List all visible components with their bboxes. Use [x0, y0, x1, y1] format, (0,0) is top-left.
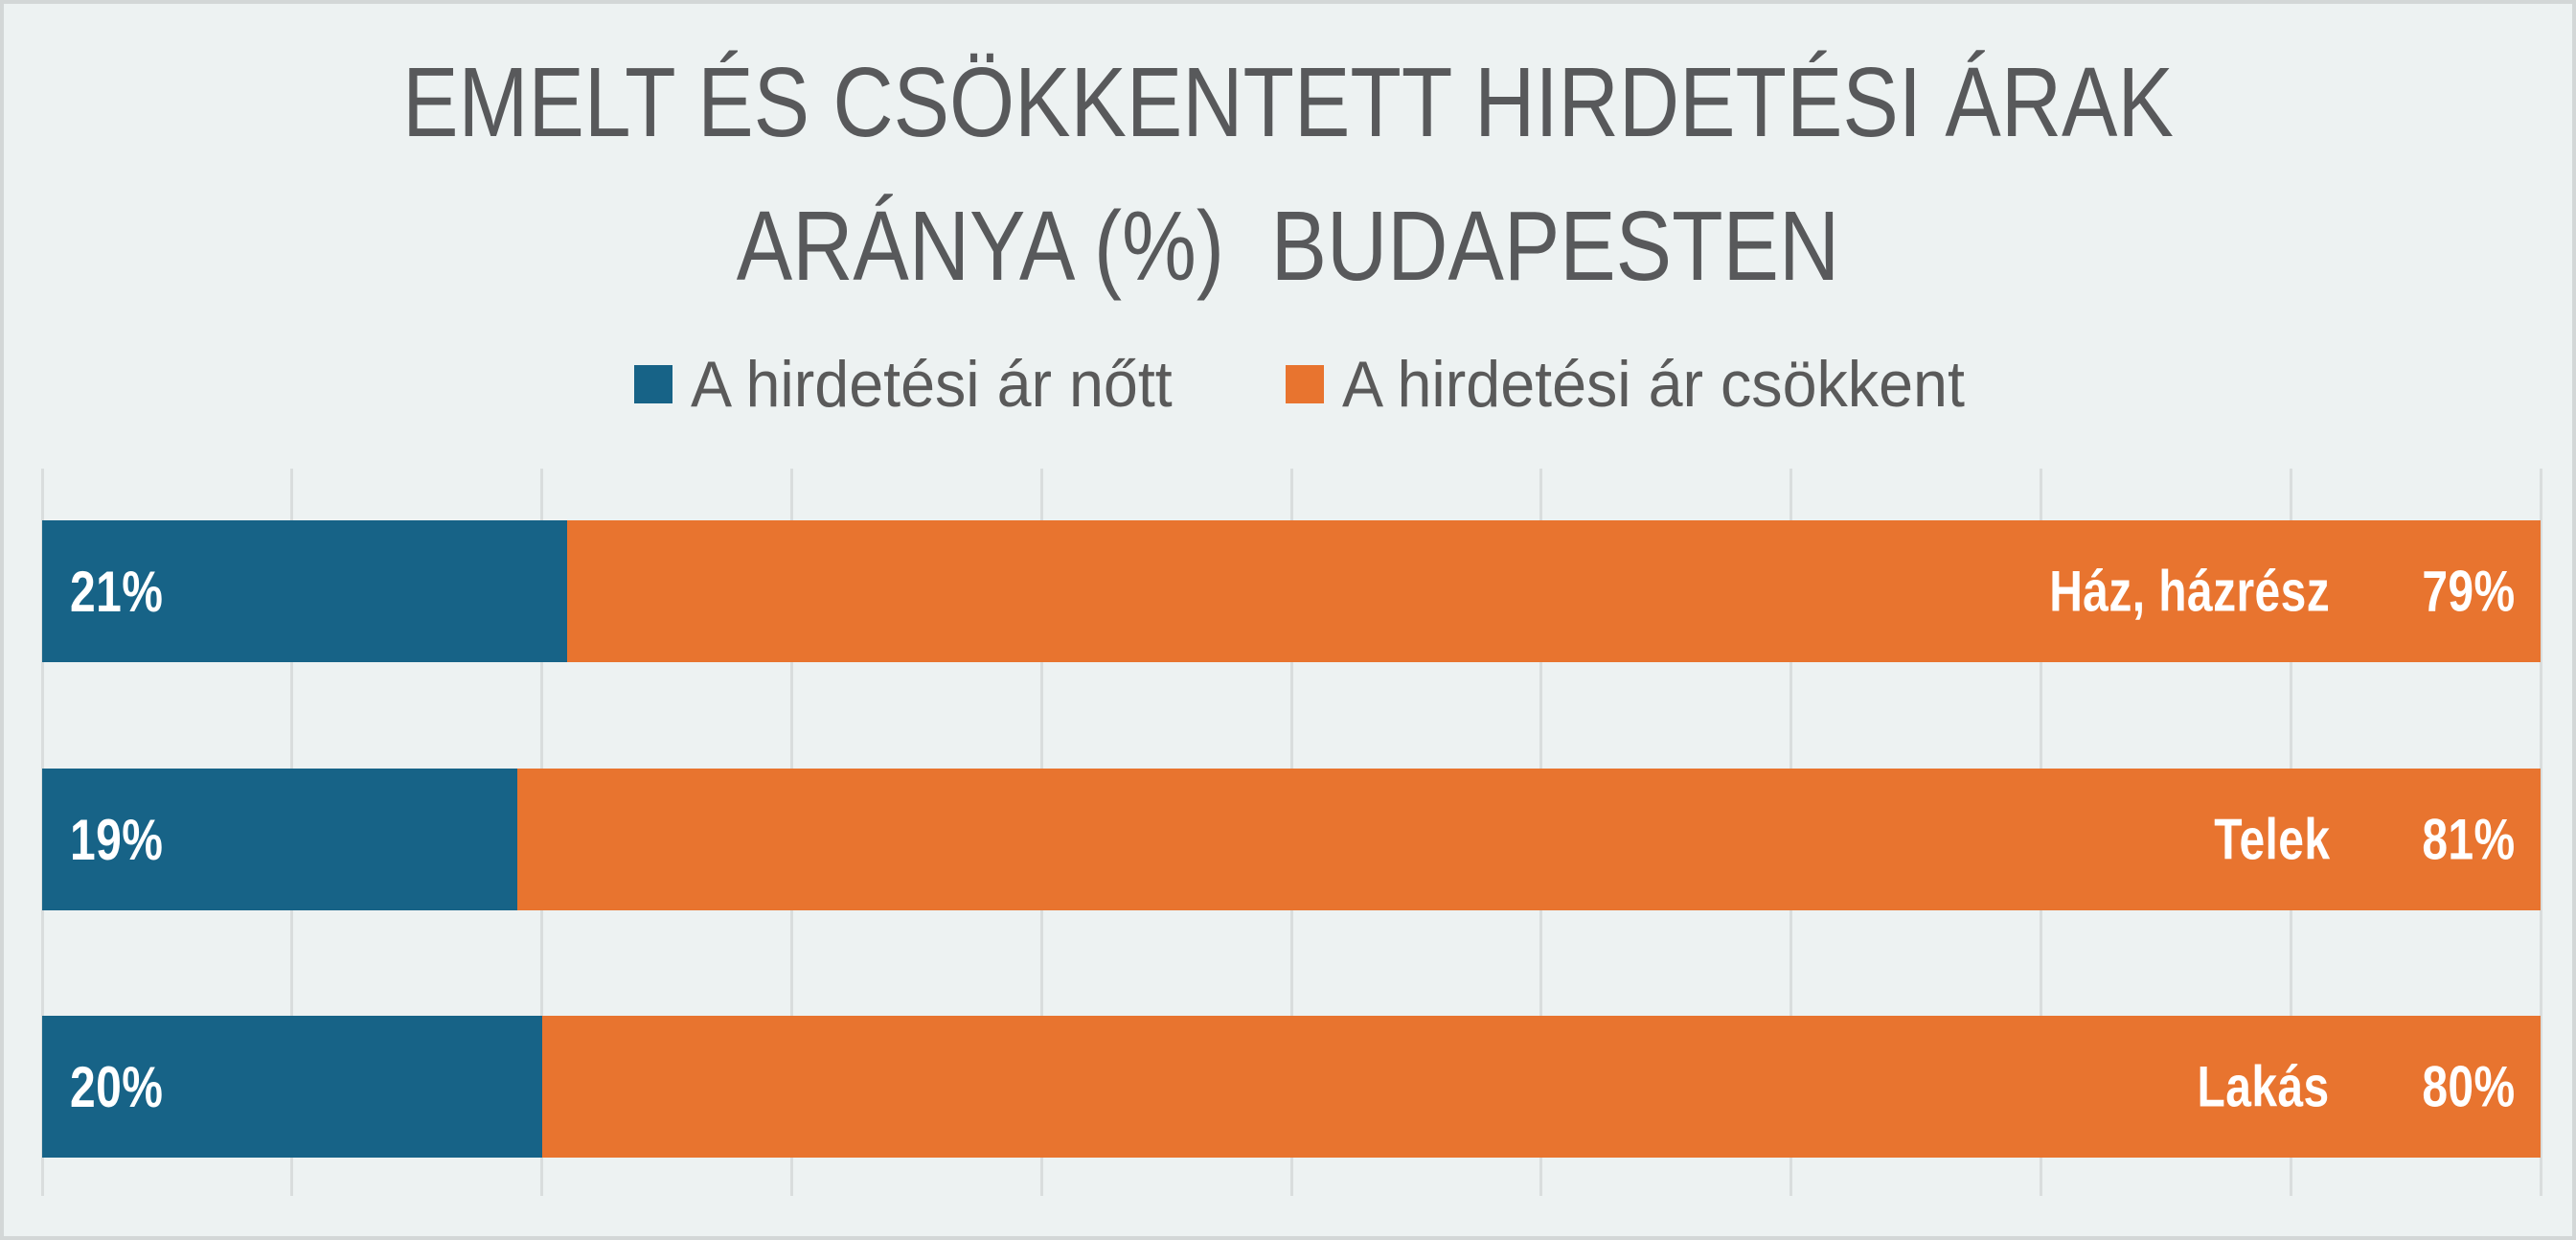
bar-row-1: 21% Ház, házrész 79% [42, 520, 2541, 662]
bar-value-decreased: 81% [2422, 807, 2516, 872]
bar-segment-increased: 19% [42, 769, 517, 910]
bar-value-decreased: 79% [2422, 559, 2516, 624]
bar-segment-decreased: Lakás 80% [541, 1016, 2541, 1158]
chart-title-line-2: ARÁNYA (%) BUDAPESTEN [736, 191, 1840, 301]
plot-area: 21% Ház, házrész 79% 19% Telek 81% 20% Lakás 80% [40, 469, 2542, 1196]
bar-segment-increased: 21% [42, 520, 567, 662]
legend-item-price-decreased: A hirdetési ár csökkent [1286, 348, 1997, 421]
legend-label-increased: A hirdetési ár nőtt [691, 348, 1173, 421]
bar-category-label: Telek [2213, 807, 2330, 872]
bar-value-increased: 20% [70, 1054, 164, 1119]
legend-swatch-increased-icon [634, 365, 672, 403]
bar-segment-increased: 20% [42, 1016, 542, 1158]
bar-category-label: Ház, házrész [2049, 559, 2330, 624]
legend-item-price-increased: A hirdetési ár nőtt [634, 348, 1197, 421]
legend-swatch-decreased-icon [1286, 365, 1324, 403]
bar-segment-decreased: Ház, házrész 79% [566, 520, 2541, 662]
legend-label-decreased: A hirdetési ár csökkent [1342, 348, 1965, 421]
bar-value-increased: 19% [70, 807, 164, 872]
bar-value-decreased: 80% [2422, 1054, 2516, 1119]
chart-title: EMELT ÉS CSÖKKENTETT HIRDETÉSI ÁRAK ARÁN… [4, 31, 2572, 318]
chart-title-line-1: EMELT ÉS CSÖKKENTETT HIRDETÉSI ÁRAK [402, 47, 2174, 157]
bar-row-2: 19% Telek 81% [42, 769, 2541, 910]
gridline-100 [2539, 469, 2542, 1196]
bar-value-increased: 21% [70, 559, 164, 624]
bar-category-label: Lakás [2197, 1054, 2330, 1119]
bar-segment-decreased: Telek 81% [516, 769, 2541, 910]
bar-row-3: 20% Lakás 80% [42, 1016, 2541, 1158]
